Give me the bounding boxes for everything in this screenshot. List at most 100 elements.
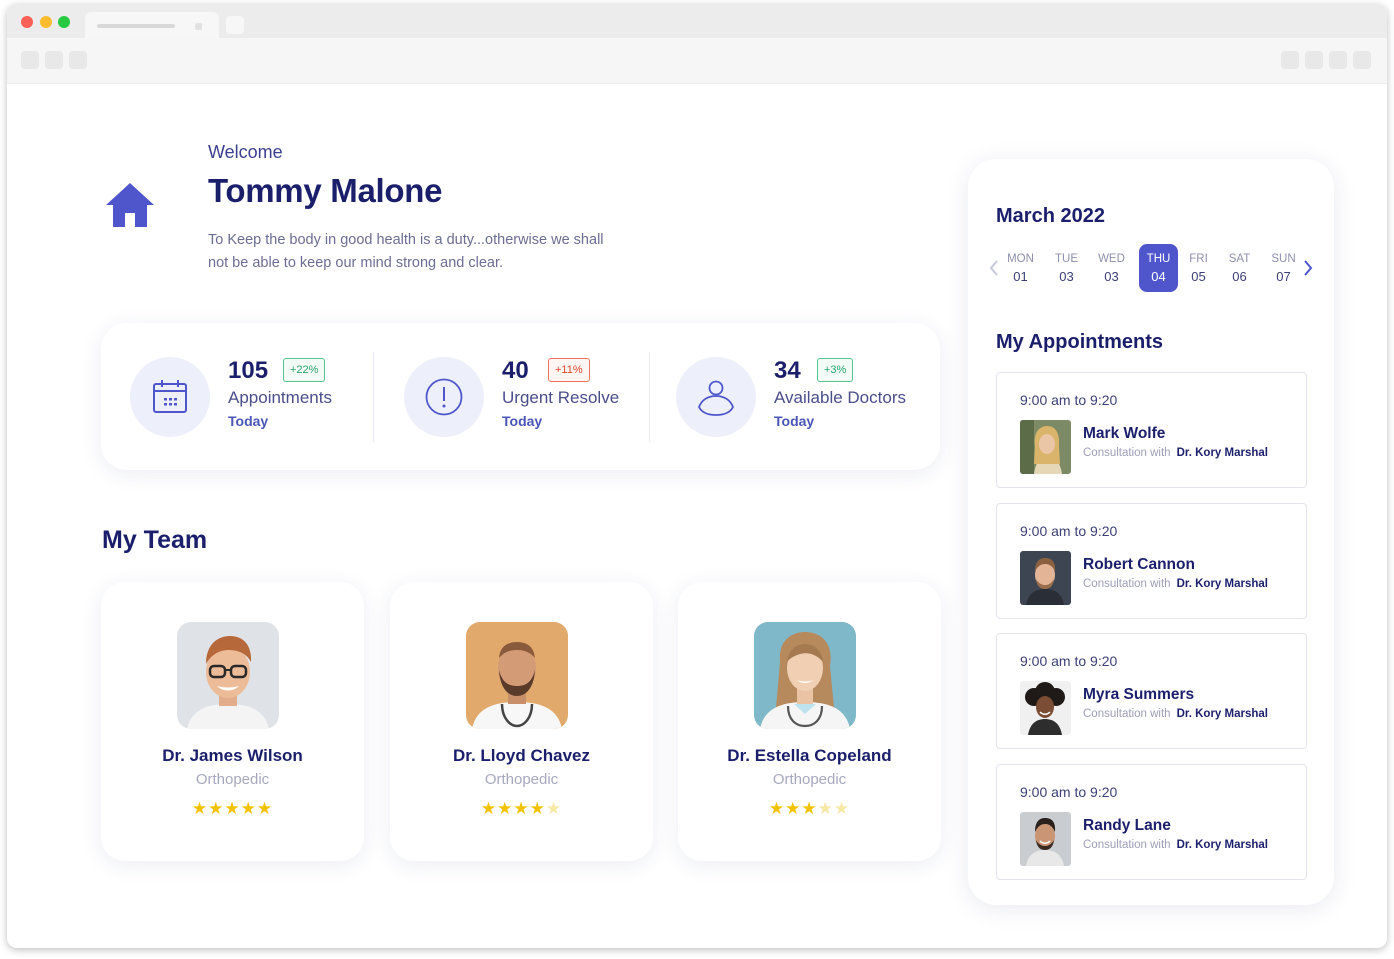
consultant-doctor: Dr. Kory Marshal xyxy=(1176,708,1268,720)
star-filled-icon: ★ xyxy=(801,799,818,818)
exclamation-icon xyxy=(404,357,484,437)
star-empty-icon: ★ xyxy=(817,799,834,818)
browser-window: Welcome Tommy Malone To Keep the body in… xyxy=(7,4,1387,948)
stat-badge: +11% xyxy=(548,358,590,382)
appointment-time: 9:00 am to 9:20 xyxy=(1020,653,1118,669)
day-name: THU xyxy=(1146,253,1171,265)
stat-badge: +3% xyxy=(817,358,854,382)
stats-card: 105 +22% Appointments Today 40 +11% Urge… xyxy=(101,323,940,470)
consultation-label: Consultation with xyxy=(1083,708,1171,720)
star-filled-icon: ★ xyxy=(240,799,257,818)
home-icon[interactable] xyxy=(104,181,156,229)
consultation-label: Consultation with xyxy=(1083,447,1171,459)
star-empty-icon: ★ xyxy=(545,799,563,818)
welcome-text: Welcome xyxy=(208,142,283,162)
appointment-card[interactable]: 9:00 am to 9:20 Myra Summers Consultatio… xyxy=(996,633,1307,749)
dashboard: Welcome Tommy Malone To Keep the body in… xyxy=(7,84,1387,948)
day-date: 07 xyxy=(1276,269,1291,284)
appointment-time: 9:00 am to 9:20 xyxy=(1020,523,1118,539)
star-filled-icon: ★ xyxy=(224,799,241,818)
team-card[interactable]: Dr. James Wilson Orthopedic ★★★★★ xyxy=(101,582,364,861)
toolbar-button-4[interactable] xyxy=(1353,51,1371,69)
appointment-card[interactable]: 9:00 am to 9:20 Mark Wolfe Consultation … xyxy=(996,372,1307,488)
day-name: SUN xyxy=(1271,253,1296,265)
stat-label: Urgent Resolve xyxy=(502,388,620,407)
day-name: TUE xyxy=(1055,253,1078,265)
day-date: 03 xyxy=(1059,269,1074,284)
maximize-window-button[interactable] xyxy=(58,16,70,28)
tab-close-icon[interactable] xyxy=(195,23,202,30)
chevron-right-icon[interactable] xyxy=(1302,259,1314,277)
doctor-specialty: Orthopedic xyxy=(772,771,847,788)
forward-button[interactable] xyxy=(45,51,63,69)
day-date: 03 xyxy=(1104,269,1119,284)
close-window-button[interactable] xyxy=(21,16,33,28)
calendar-day[interactable]: MON 01 xyxy=(1001,244,1040,292)
star-rating: ★★★★★ xyxy=(678,799,941,819)
patient-name: Mark Wolfe xyxy=(1083,425,1166,442)
toolbar-button-3[interactable] xyxy=(1329,51,1347,69)
doctor-avatar xyxy=(466,622,568,729)
toolbar-button-2[interactable] xyxy=(1305,51,1323,69)
stat-badge: +22% xyxy=(283,358,326,382)
appointment-card[interactable]: 9:00 am to 9:20 Randy Lane Consultation … xyxy=(996,764,1307,880)
patient-avatar xyxy=(1020,681,1071,735)
star-rating: ★★★★★ xyxy=(101,799,364,819)
day-date: 05 xyxy=(1191,269,1206,284)
back-button[interactable] xyxy=(21,51,39,69)
user-name: Tommy Malone xyxy=(208,172,443,209)
team-card[interactable]: Dr. Lloyd Chavez Orthopedic ★★★★★ xyxy=(390,582,653,861)
appointments-title: My Appointments xyxy=(996,331,1164,353)
calendar-icon xyxy=(130,357,210,437)
consultant-doctor: Dr. Kory Marshal xyxy=(1176,447,1268,459)
doctor-name: Dr. Estella Copeland xyxy=(727,746,892,765)
star-filled-icon: ★ xyxy=(529,799,546,818)
chevron-left-icon[interactable] xyxy=(988,259,1000,277)
calendar-day[interactable]: SUN 07 xyxy=(1264,244,1303,292)
calendar-day[interactable]: TUE 03 xyxy=(1047,244,1086,292)
patient-avatar xyxy=(1020,420,1071,474)
consultant-doctor: Dr. Kory Marshal xyxy=(1176,578,1268,590)
stat-value: 40 xyxy=(502,357,529,384)
star-filled-icon: ★ xyxy=(191,799,209,818)
calendar-day[interactable]: SAT 06 xyxy=(1220,244,1259,292)
consultation-info: Consultation with Dr. Kory Marshal xyxy=(1083,447,1268,459)
day-name: WED xyxy=(1098,253,1125,265)
consultation-label: Consultation with xyxy=(1083,839,1171,851)
star-filled-icon: ★ xyxy=(480,799,498,818)
stat-divider xyxy=(373,352,374,442)
stat-sub: Today xyxy=(774,413,815,429)
title-bar xyxy=(7,4,1387,38)
doctor-name: Dr. Lloyd Chavez xyxy=(453,746,590,765)
doctor-name: Dr. James Wilson xyxy=(162,746,303,765)
star-filled-icon: ★ xyxy=(768,799,786,818)
team-card[interactable]: Dr. Estella Copeland Orthopedic ★★★★★ xyxy=(678,582,941,861)
minimize-window-button[interactable] xyxy=(40,16,52,28)
calendar-day[interactable]: FRI 05 xyxy=(1179,244,1218,292)
user-icon xyxy=(676,357,756,437)
stat-sub: Today xyxy=(228,413,269,429)
appointment-time: 9:00 am to 9:20 xyxy=(1020,784,1118,800)
stat-value: 34 xyxy=(774,357,801,384)
new-tab-button[interactable] xyxy=(226,16,244,34)
calendar-day-selected[interactable]: THU 04 xyxy=(1139,244,1178,292)
consultation-info: Consultation with Dr. Kory Marshal xyxy=(1083,839,1268,851)
star-filled-icon: ★ xyxy=(513,799,530,818)
appointment-time: 9:00 am to 9:20 xyxy=(1020,392,1118,408)
calendar-month: March 2022 xyxy=(996,205,1105,227)
toolbar-button-1[interactable] xyxy=(1281,51,1299,69)
browser-toolbar xyxy=(7,38,1387,84)
star-filled-icon: ★ xyxy=(256,799,274,818)
day-name: SAT xyxy=(1228,253,1251,265)
stat-sub: Today xyxy=(502,413,543,429)
quote-text: To Keep the body in good health is a dut… xyxy=(208,232,604,271)
patient-name: Randy Lane xyxy=(1083,817,1171,834)
reload-button[interactable] xyxy=(69,51,87,69)
day-name: MON xyxy=(1007,253,1034,265)
stat-label: Appointments xyxy=(228,388,332,407)
appointment-card[interactable]: 9:00 am to 9:20 Robert Cannon Consultati… xyxy=(996,503,1307,619)
doctor-avatar xyxy=(754,622,856,729)
doctor-specialty: Orthopedic xyxy=(484,771,559,788)
browser-tab[interactable] xyxy=(85,12,219,38)
calendar-day[interactable]: WED 03 xyxy=(1092,244,1131,292)
